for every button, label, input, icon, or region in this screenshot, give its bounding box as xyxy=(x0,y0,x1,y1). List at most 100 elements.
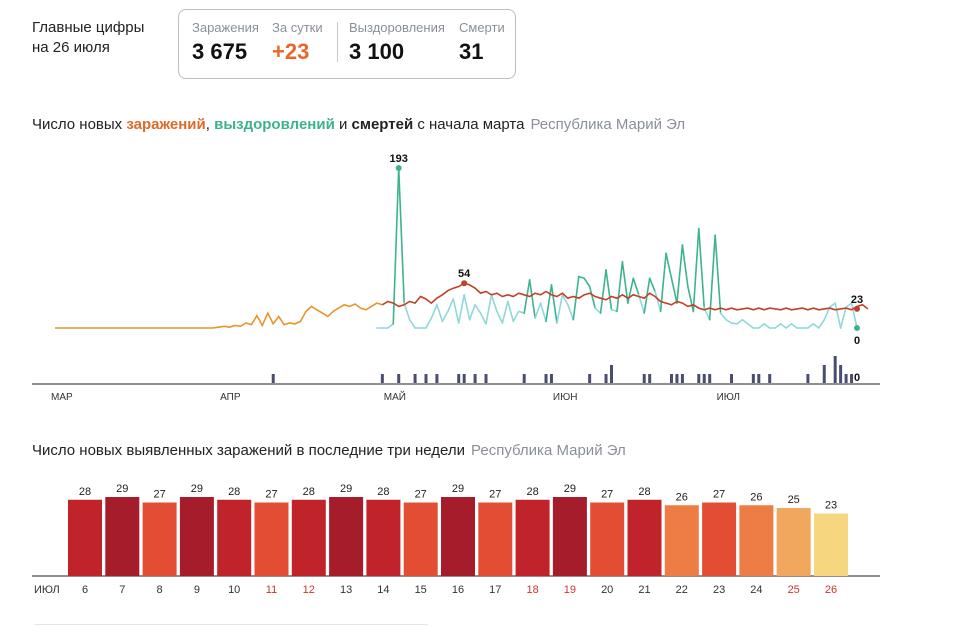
recoveries-line-segment xyxy=(577,275,586,280)
recoveries-line-segment xyxy=(828,302,836,309)
recoveries-line-segment xyxy=(534,302,542,319)
month-label: ИЮЛ xyxy=(34,584,60,596)
recoveries-line-segment xyxy=(479,312,487,325)
recoveries-line-segment xyxy=(408,318,416,329)
deaths-bar xyxy=(609,365,613,383)
recoveries-line-segment xyxy=(468,303,476,321)
trend-chart-title: Число новых заражений, выздоровлений и с… xyxy=(32,116,685,133)
bar-value-label: 27 xyxy=(713,489,725,501)
day-tick-label: 15 xyxy=(415,584,427,596)
footer-divider xyxy=(35,624,428,625)
recoveries-line-segment xyxy=(719,312,727,321)
recoveries-line-segment xyxy=(452,298,460,324)
day-tick-label: 13 xyxy=(340,584,352,596)
day-bar xyxy=(552,497,587,576)
stat-recoveries: Выздоровления 3 100 xyxy=(349,20,445,65)
recoveries-line-segment xyxy=(741,318,749,325)
recoveries-line-segment xyxy=(447,298,455,313)
day-bar xyxy=(366,499,401,576)
day-tick-label: 24 xyxy=(750,584,762,596)
day-bar xyxy=(254,502,289,576)
day-bar xyxy=(590,502,625,576)
recoveries-line-segment xyxy=(474,303,482,314)
day-tick-label: 23 xyxy=(713,584,725,596)
recoveries-line-segment xyxy=(714,234,722,314)
month-tick-label: АПР xyxy=(220,392,241,403)
day-bar xyxy=(776,508,811,576)
day-tick-label: 26 xyxy=(825,584,837,596)
recoveries-line-segment xyxy=(545,284,553,323)
recoveries-line-segment xyxy=(392,167,400,325)
recoveries-line-segment xyxy=(490,294,498,313)
recoveries-line-segment xyxy=(692,227,700,313)
stats-divider xyxy=(337,22,338,62)
infections-value-label: 54 xyxy=(458,268,471,280)
deaths-bar xyxy=(697,374,701,383)
recoveries-marker xyxy=(395,165,402,171)
day-bar xyxy=(739,505,774,576)
deaths-bar xyxy=(435,374,439,383)
recoveries-value-label: 193 xyxy=(390,153,408,165)
recoveries-line-segment xyxy=(839,306,847,329)
day-bar xyxy=(217,499,252,576)
trend-title-sep2: и xyxy=(334,116,352,133)
deaths-bar xyxy=(522,374,526,383)
bar-value-label: 28 xyxy=(638,486,650,498)
day-bar xyxy=(702,502,737,576)
recoveries-line-segment xyxy=(567,303,575,321)
day-tick-label: 12 xyxy=(303,584,315,596)
recoveries-line-segment xyxy=(397,167,405,304)
deaths-bar xyxy=(806,374,810,383)
deaths-bar xyxy=(680,374,684,383)
day-tick-label: 22 xyxy=(676,584,688,596)
recoveries-line-segment xyxy=(627,277,635,304)
day-bar xyxy=(441,497,475,576)
stat-infections-label: Заражения xyxy=(192,20,259,35)
deaths-bar xyxy=(484,374,488,383)
day-bar xyxy=(142,502,177,576)
day-tick-label: 19 xyxy=(564,584,576,596)
recoveries-line-segment xyxy=(763,323,771,329)
bar-value-label: 27 xyxy=(153,489,165,501)
deaths-bar xyxy=(544,374,548,383)
bar-value-label: 27 xyxy=(601,489,613,501)
deaths-bar xyxy=(850,374,854,383)
bar-value-label: 23 xyxy=(825,500,837,512)
recoveries-line-segment xyxy=(403,302,411,321)
recoveries-line-segment xyxy=(457,294,465,324)
recoveries-line-segment xyxy=(807,323,815,329)
recoveries-line-segment xyxy=(670,277,678,304)
bar-value-label: 27 xyxy=(265,489,277,501)
deaths-latest-label: 0 xyxy=(854,372,860,384)
recoveries-line-segment xyxy=(425,317,433,329)
recoveries-line-segment xyxy=(517,310,525,314)
deaths-bar xyxy=(380,374,384,383)
deaths-bar xyxy=(768,374,772,383)
deaths-bar xyxy=(457,374,461,383)
day-tick-label: 10 xyxy=(228,584,240,596)
deaths-bar xyxy=(604,374,608,383)
recoveries-line-segment xyxy=(850,302,858,329)
recoveries-line-segment xyxy=(637,294,646,314)
day-bar xyxy=(515,499,550,576)
bar-value-label: 28 xyxy=(526,486,538,498)
recoveries-line-segment xyxy=(528,279,536,319)
recoveries-line-segment xyxy=(818,318,826,329)
recoveries-line-segment xyxy=(665,252,673,280)
stat-deaths-label: Смерти xyxy=(459,20,505,35)
deaths-bar xyxy=(588,374,592,383)
bar-value-label: 29 xyxy=(191,483,203,495)
recoveries-line-segment xyxy=(463,294,471,321)
trend-title-deaths: смертей xyxy=(351,116,414,133)
bar-value-label: 28 xyxy=(377,486,389,498)
day-tick-label: 16 xyxy=(452,584,464,596)
deaths-bar xyxy=(413,374,417,383)
deaths-bar xyxy=(757,374,761,383)
recoveries-line-segment xyxy=(774,323,782,329)
trend-title-infections: заражений xyxy=(126,116,206,133)
recoveries-line-segment xyxy=(730,322,738,325)
day-tick-label: 7 xyxy=(119,584,125,596)
recoveries-line-segment xyxy=(550,284,558,324)
infections-marker xyxy=(461,280,468,287)
recoveries-marker xyxy=(854,325,860,331)
